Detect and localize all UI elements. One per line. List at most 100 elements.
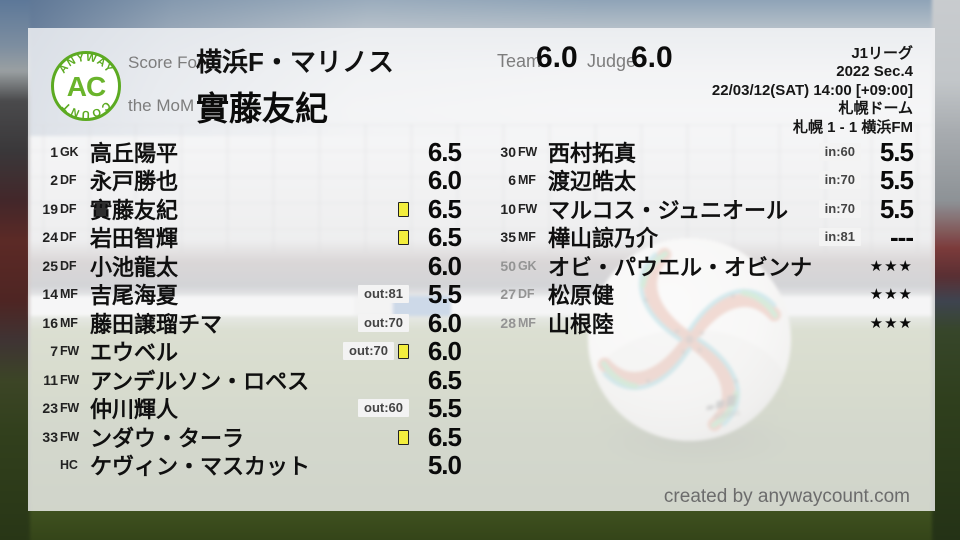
- shirt-number: 7: [50, 343, 58, 359]
- sub-row: 6 MF 渡辺皓太 in:70 5.5: [486, 164, 914, 195]
- player-name: マルコス・ジュニオール: [548, 198, 789, 223]
- team-score-value: 6.0: [536, 41, 578, 74]
- sub-time-badge: in:81: [818, 228, 861, 246]
- lineup-row: HC ケヴィン・マスカット 5.0: [28, 449, 462, 480]
- player-rating: 5.5: [879, 136, 914, 167]
- team-name: 横浜F・マリノス: [196, 47, 394, 77]
- kickoff-datetime: 22/03/12(SAT) 14:00 [+09:00]: [711, 81, 913, 99]
- player-name: オビ・パウエル・オビンナ: [548, 255, 813, 280]
- shirt-number: 50: [500, 258, 516, 274]
- player-name: ンダウ・ターラ: [90, 426, 245, 451]
- player-name: 樺山諒乃介: [548, 226, 659, 251]
- player-name: ケヴィン・マスカット: [90, 454, 311, 479]
- position-label: DF: [60, 259, 77, 273]
- player-name: 小池龍太: [90, 255, 179, 280]
- sub-time-badge: in:60: [818, 143, 861, 161]
- player-name: 永戸勝也: [90, 169, 179, 194]
- lineup-row: 16 MF 藤田譲瑠チマ out:70 6.0: [28, 308, 462, 338]
- sub-time-badge: out:70: [343, 342, 394, 360]
- shirt-number: 24: [42, 229, 58, 245]
- logo-initials: AC: [67, 71, 106, 102]
- shirt-number: 1: [50, 144, 58, 160]
- photo-right-edge: [932, 0, 960, 540]
- position-label: FW: [60, 430, 80, 444]
- sub-row: 30 FW 西村拓真 in:60 5.5: [486, 136, 914, 167]
- position-label: DF: [60, 202, 77, 216]
- shirt-number: 19: [42, 201, 58, 217]
- shirt-number: 33: [42, 429, 58, 445]
- player-rating: 6.0: [427, 335, 462, 366]
- position-label: FW: [518, 145, 538, 159]
- shirt-number: 25: [42, 258, 58, 274]
- player-rating: 6.0: [427, 250, 462, 281]
- shirt-number: 28: [500, 315, 516, 331]
- lineup-row: 23 FW 仲川輝人 out:60 5.5: [28, 392, 462, 423]
- player-rating: 5.5: [427, 392, 462, 423]
- anywaycount-logo-icon: ANYWAY COUNT AC: [51, 51, 121, 121]
- mom-player-name: 實藤友紀: [196, 90, 328, 127]
- player-rating: 5.5: [879, 164, 914, 195]
- lineup-row: 7 FW エウベル out:70 6.0: [28, 335, 462, 366]
- player-name: 仲川輝人: [90, 397, 179, 422]
- shirt-number: 14: [42, 286, 58, 302]
- sub-time-badge: out:81: [358, 285, 409, 303]
- sub-row: 10 FW マルコス・ジュニオール in:70 5.5: [486, 193, 914, 224]
- shirt-number: 35: [500, 229, 516, 245]
- player-name: 吉尾海夏: [90, 283, 179, 308]
- shirt-number: 6: [508, 172, 516, 188]
- judge-score-label: Judge: [587, 51, 637, 71]
- position-label: DF: [60, 173, 77, 187]
- shirt-number: 30: [500, 144, 516, 160]
- score-for-label: Score For: [128, 53, 203, 72]
- player-name: 松原健: [548, 283, 615, 308]
- player-name: 渡辺皓太: [548, 169, 637, 194]
- final-score: 札幌 1 - 1 横浜FM: [792, 118, 913, 136]
- position-label: MF: [60, 316, 78, 330]
- player-name: 西村拓真: [548, 141, 637, 166]
- season-section: 2022 Sec.4: [836, 63, 913, 81]
- lineup-row: 11 FW アンデルソン・ロペス 6.5: [28, 364, 462, 395]
- player-rating: 6.0: [427, 164, 462, 195]
- lineup-row: 19 DF 實藤友紀 6.5: [28, 194, 462, 224]
- player-rating: 5.5: [427, 278, 462, 309]
- match-info: J1リーグ 2022 Sec.4 22/03/12(SAT) 14:00 [+0…: [712, 45, 913, 137]
- player-rating: ★★★: [869, 315, 913, 332]
- sub-time-badge: in:70: [818, 200, 861, 218]
- position-label: FW: [60, 401, 80, 415]
- sub-time-badge: out:60: [358, 399, 409, 417]
- sub-row: 35 MF 樺山諒乃介 in:81 ---: [486, 222, 914, 252]
- player-name: 山根陸: [548, 312, 615, 337]
- player-rating: 6.5: [427, 221, 462, 252]
- position-label: MF: [518, 230, 536, 244]
- sub-row: 27 DF 松原健 ★★★: [486, 280, 913, 308]
- sub-time-badge: out:70: [358, 314, 409, 332]
- yellow-card-icon: [398, 343, 409, 359]
- player-rating: 5.5: [879, 193, 914, 224]
- league-name: J1リーグ: [851, 45, 913, 62]
- lineup-row: 2 DF 永戸勝也 6.0: [28, 164, 462, 195]
- lineup-row: 33 FW ンダウ・ターラ 6.5: [28, 421, 462, 452]
- position-label: DF: [518, 287, 535, 301]
- position-label: GK: [518, 259, 537, 273]
- position-label: HC: [60, 458, 78, 472]
- shirt-number: 16: [42, 315, 58, 331]
- player-rating: 6.5: [427, 136, 462, 167]
- lineup-row: 24 DF 岩田智輝 6.5: [28, 221, 462, 252]
- player-rating: 6.5: [427, 421, 462, 452]
- judge-score-value: 6.0: [631, 41, 673, 74]
- player-rating: ★★★: [869, 258, 913, 275]
- sub-row: 50 GK オビ・パウエル・オビンナ ★★★: [486, 252, 913, 280]
- position-label: FW: [518, 202, 538, 216]
- mom-label: the MoM: [128, 96, 195, 115]
- position-label: MF: [60, 287, 78, 301]
- player-name: 岩田智輝: [90, 226, 179, 251]
- yellow-card-icon: [398, 229, 409, 245]
- team-score-label: Team: [497, 51, 542, 71]
- position-label: FW: [60, 373, 80, 387]
- player-name: 藤田譲瑠チマ: [90, 312, 223, 337]
- shirt-number: 27: [500, 286, 516, 302]
- player-rating: 6.5: [427, 364, 462, 395]
- player-rating: 5.0: [427, 449, 462, 480]
- photo-left-edge: [0, 0, 30, 540]
